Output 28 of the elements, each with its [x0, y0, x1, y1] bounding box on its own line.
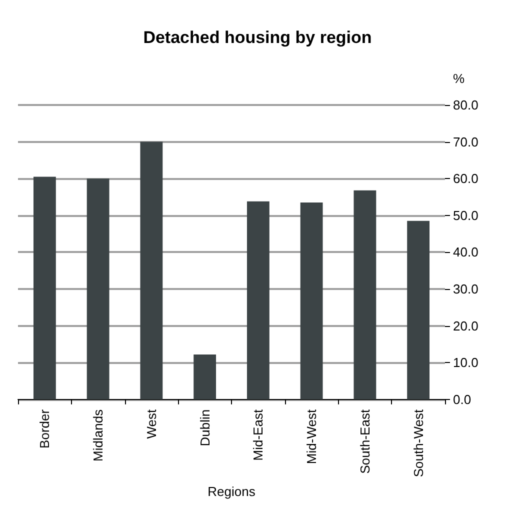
bar [300, 202, 323, 400]
x-tick-label: South-East [357, 409, 372, 474]
x-tick-label: Border [37, 408, 52, 448]
x-tick-label: Mid-East [250, 409, 266, 461]
y-tick-label: 30.0 [453, 282, 478, 297]
bar [246, 201, 270, 400]
x-tick-label: Mid-West [304, 409, 320, 464]
bar [140, 142, 163, 400]
y-tick-label: 0.0 [453, 392, 472, 407]
bar [354, 190, 376, 400]
x-axis-title: Regions [208, 484, 256, 499]
bar [407, 220, 430, 400]
bar [33, 176, 56, 400]
y-tick-label: 80.0 [453, 98, 478, 112]
chart-title: Detached housing by region [143, 28, 372, 47]
y-tick-label: 10.0 [453, 355, 478, 370]
bar [86, 178, 110, 400]
x-tick-label: Dublin [197, 409, 212, 446]
x-tick-label: Midlands [90, 408, 106, 462]
y-tick-label: 40.0 [453, 244, 478, 260]
y-tick-label: 20.0 [453, 318, 478, 334]
y-tick-label: 60.0 [453, 171, 478, 186]
x-tick-label: South-West [410, 409, 426, 478]
x-tick-label: West [144, 409, 159, 439]
y-axis-title: % [453, 71, 465, 86]
y-tick-label: 50.0 [453, 208, 478, 223]
y-tick-label: 70.0 [453, 134, 478, 150]
bar [194, 354, 216, 400]
